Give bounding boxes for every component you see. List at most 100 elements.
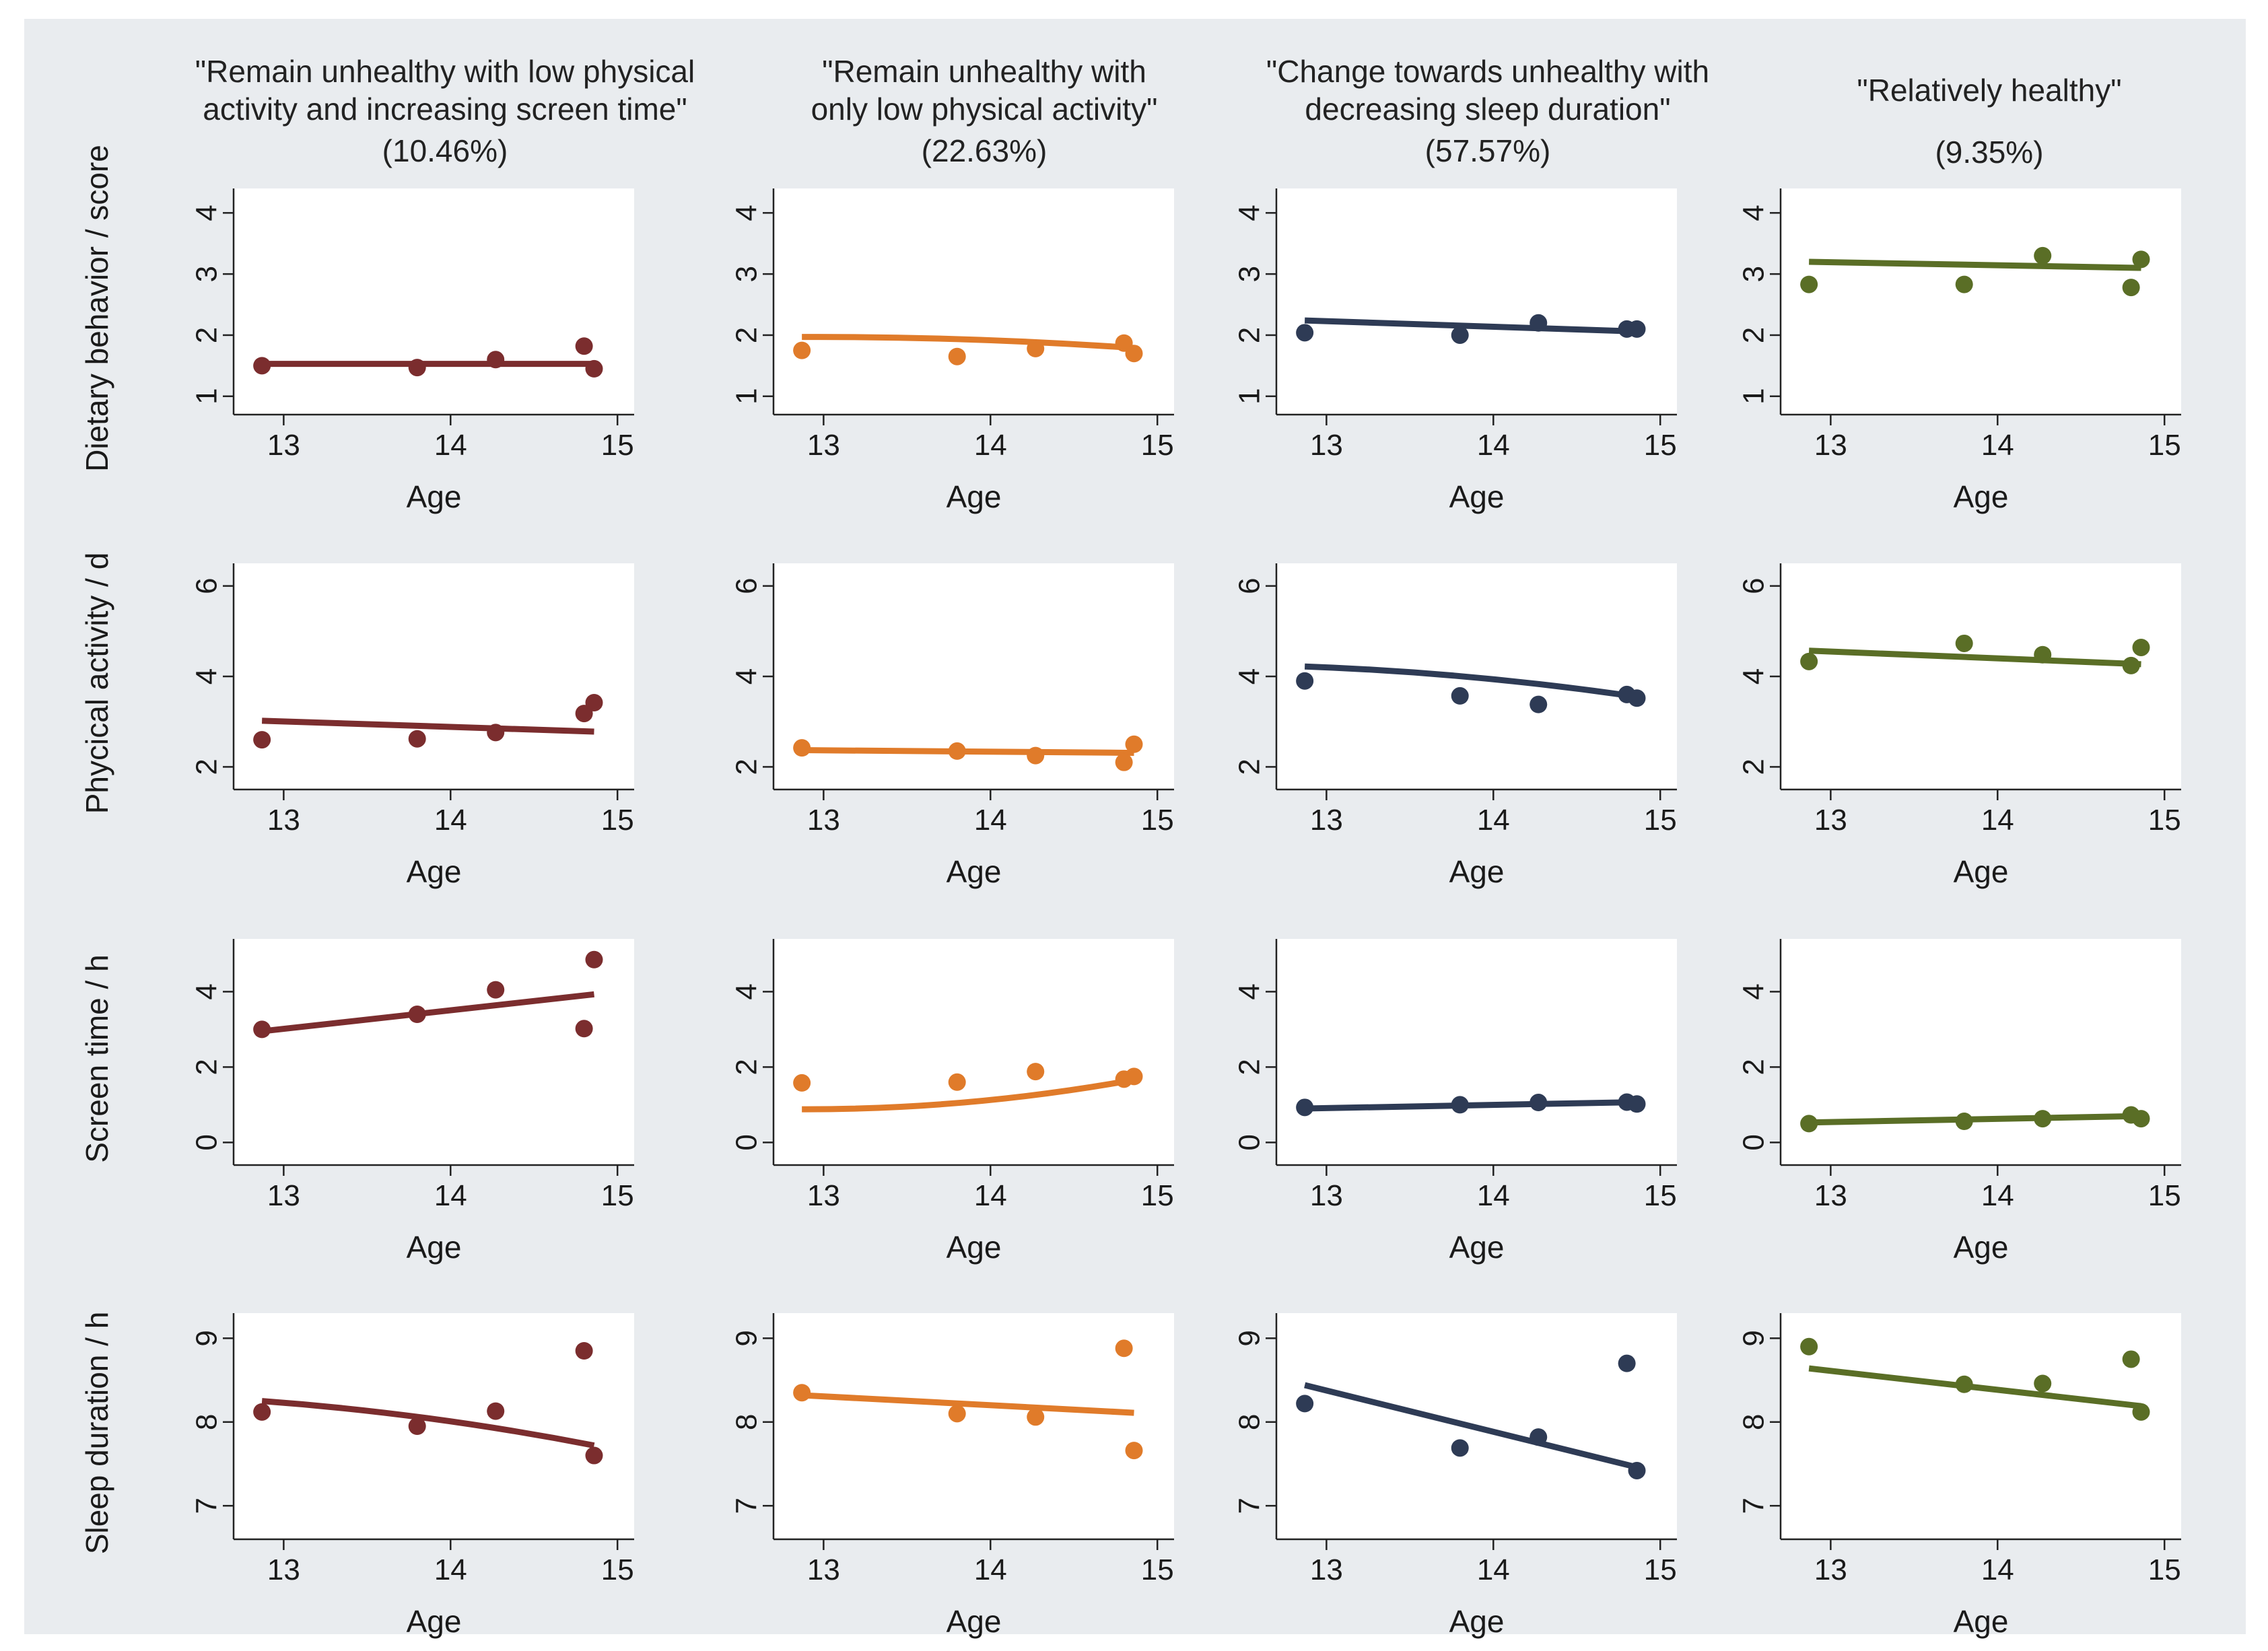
plot-area [1781, 188, 2181, 415]
plot-area [234, 188, 634, 415]
data-point [1125, 1442, 1143, 1460]
x-tick-label: 15 [2148, 1179, 2181, 1212]
plot-area [234, 939, 634, 1165]
data-point [1628, 689, 1646, 707]
x-tick-label: 14 [974, 1179, 1007, 1212]
y-tick-label: 8 [730, 1414, 763, 1430]
y-tick-label: 2 [191, 327, 224, 343]
data-point [2122, 656, 2140, 674]
x-tick-label: 15 [1644, 429, 1677, 462]
data-point [1618, 1354, 1636, 1372]
y-tick-label: 0 [1738, 1134, 1771, 1150]
y-tick-label: 3 [191, 266, 224, 282]
data-point [2034, 1110, 2052, 1128]
data-point [487, 981, 505, 999]
x-tick-label: 13 [1814, 804, 1847, 837]
x-tick-label: 13 [807, 804, 840, 837]
data-point [1800, 1337, 1818, 1356]
x-tick-label: 15 [1141, 429, 1174, 462]
fitted-trend-line [1305, 317, 1637, 335]
x-axis-title: Age [947, 1604, 1002, 1639]
x-tick-label: 14 [1981, 1553, 2014, 1586]
column-percent: (22.63%) [921, 133, 1047, 168]
data-point [1296, 324, 1314, 342]
x-tick-label: 15 [601, 1553, 634, 1586]
y-tick-label: 1 [191, 388, 224, 405]
data-point [575, 337, 593, 355]
x-tick-label: 15 [601, 804, 634, 837]
column-title-line-1: "Remain unhealthy with low physical [195, 54, 695, 89]
y-tick-label: 2 [730, 759, 763, 775]
data-point [1800, 652, 1818, 670]
data-point [2132, 250, 2150, 269]
column-title-1: "Remain unhealthy with low physical acti… [142, 52, 748, 170]
x-tick-label: 14 [974, 804, 1007, 837]
x-tick-label: 13 [1310, 804, 1343, 837]
row-y-axis-title: Screen time / h [79, 954, 114, 1162]
x-tick-label: 13 [807, 1179, 840, 1212]
x-tick-label: 15 [2148, 429, 2181, 462]
x-axis-title: Age [1449, 1230, 1505, 1265]
data-point [2132, 1403, 2150, 1421]
plot-area [1781, 1313, 2181, 1539]
fitted-trend-line [1305, 1098, 1637, 1112]
y-tick-label: 4 [730, 205, 763, 221]
y-tick-label: 8 [191, 1414, 224, 1430]
column-title-line-1: "Relatively healthy" [1857, 73, 2122, 108]
data-point [408, 1417, 426, 1435]
data-point [2034, 246, 2052, 265]
data-point [1451, 1096, 1469, 1114]
data-point [1451, 1439, 1469, 1457]
x-axis-title: Age [1449, 479, 1505, 514]
x-axis-title: Age [407, 854, 462, 889]
x-axis-title: Age [407, 1604, 462, 1639]
x-tick-label: 14 [1477, 1553, 1510, 1586]
y-tick-label: 4 [1738, 205, 1771, 221]
data-point [408, 1006, 426, 1023]
x-tick-label: 13 [1814, 1553, 1847, 1586]
y-tick-label: 7 [730, 1498, 763, 1514]
data-point [253, 1403, 271, 1421]
y-tick-label: 2 [191, 759, 224, 775]
column-percent: (57.57%) [1424, 133, 1551, 168]
data-point [948, 742, 966, 760]
fitted-trend-line [802, 334, 1134, 351]
data-point [1530, 1094, 1548, 1112]
plot-area [1276, 188, 1677, 415]
data-point [1530, 314, 1548, 332]
x-tick-label: 13 [1310, 429, 1343, 462]
x-axis-title: Age [1954, 1604, 2009, 1639]
y-tick-label: 8 [1233, 1414, 1266, 1430]
y-tick-label: 4 [1233, 983, 1266, 999]
data-point [1027, 339, 1045, 357]
column-title-3: "Change towards unhealthy with decreasin… [1185, 52, 1791, 170]
data-point [1115, 1339, 1133, 1358]
data-point [575, 1342, 593, 1360]
x-tick-label: 15 [1141, 1553, 1174, 1586]
data-point [948, 1073, 966, 1091]
y-tick-label: 2 [1738, 327, 1771, 343]
plot-area [774, 939, 1174, 1165]
data-point [1125, 1067, 1143, 1086]
data-point [1296, 672, 1314, 690]
x-axis-title: Age [407, 479, 462, 514]
data-point [253, 731, 271, 749]
y-tick-label: 1 [730, 388, 763, 405]
x-tick-label: 15 [2148, 1553, 2181, 1586]
fitted-trend-line [1304, 1382, 1638, 1471]
y-tick-label: 2 [1233, 759, 1266, 775]
x-tick-label: 15 [1644, 804, 1677, 837]
plot-area [774, 188, 1174, 415]
fitted-trend-line [1808, 1365, 2142, 1409]
data-point [1027, 1063, 1045, 1081]
plot-area [1276, 939, 1677, 1165]
x-tick-label: 14 [1981, 1179, 2014, 1212]
x-tick-label: 13 [267, 1179, 300, 1212]
data-point [1955, 634, 1973, 652]
row-y-axis-title: Sleep duration / h [79, 1312, 114, 1555]
fitted-trend-line [1809, 258, 2141, 271]
x-tick-label: 13 [1310, 1553, 1343, 1586]
data-point [487, 1402, 505, 1420]
x-tick-label: 14 [1981, 429, 2014, 462]
y-tick-label: 2 [730, 327, 763, 343]
